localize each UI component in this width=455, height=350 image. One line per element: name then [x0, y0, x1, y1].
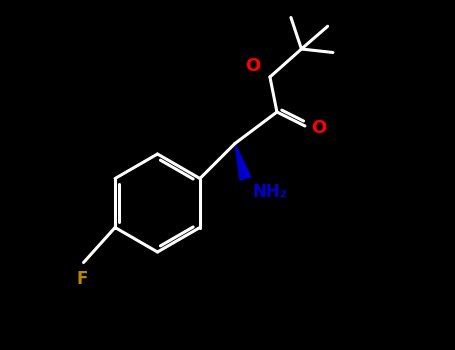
Text: O: O [245, 57, 260, 75]
Text: F: F [76, 270, 87, 288]
Text: O: O [311, 119, 327, 137]
Text: NH₂: NH₂ [253, 183, 288, 201]
Polygon shape [235, 144, 251, 180]
